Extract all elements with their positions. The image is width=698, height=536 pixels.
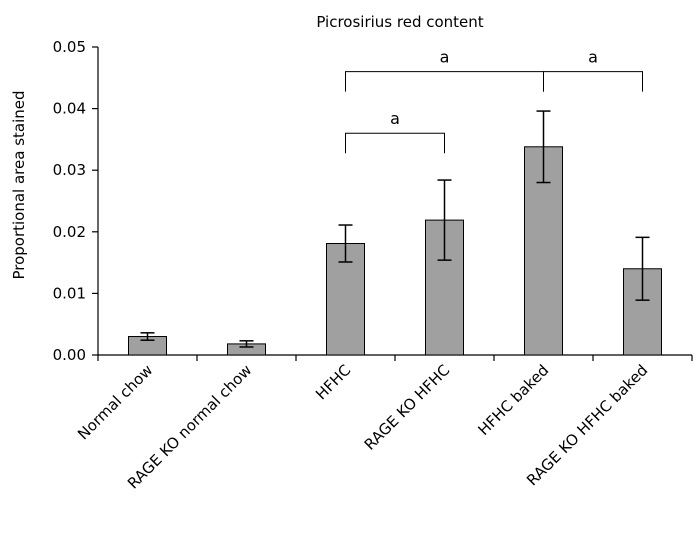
bracket-line: [345, 132, 445, 154]
category-label: HFHC baked: [475, 361, 553, 439]
significance-bracket: a: [345, 109, 445, 154]
error-bar: [437, 179, 452, 261]
error-bar: [338, 224, 353, 263]
category-label: Normal chow: [74, 361, 156, 443]
y-tick-label: 0.00: [53, 346, 86, 364]
error-bar: [239, 340, 254, 348]
category-label: RAGE KO HFHC: [361, 361, 454, 454]
y-tick-label: 0.01: [53, 284, 86, 302]
y-tick-label: 0.02: [53, 223, 86, 241]
error-bar: [635, 236, 650, 301]
y-axis: 0.00 0.01 0.02 0.03 0.04 0.05: [53, 38, 99, 364]
y-tick-label: 0.03: [53, 161, 86, 179]
significance-bracket: a: [345, 48, 544, 92]
y-axis-label: Proportional area stained: [10, 90, 28, 279]
y-tick-label: 0.04: [53, 100, 86, 118]
category-label: HFHC: [312, 361, 354, 403]
significance-bracket: a: [543, 48, 643, 92]
bars: [128, 146, 662, 356]
significance-label: a: [390, 109, 400, 128]
bracket-line: [345, 71, 544, 92]
y-tick-label: 0.05: [53, 38, 86, 56]
error-bar: [140, 332, 155, 341]
x-axis: [97, 354, 693, 361]
significance-brackets: a a a: [345, 48, 643, 154]
significance-label: a: [588, 48, 598, 67]
significance-label: a: [440, 48, 450, 67]
error-bar: [536, 110, 551, 184]
bracket-line: [543, 71, 643, 92]
chart-title: Picrosirius red content: [316, 13, 483, 31]
error-bars: [140, 110, 650, 348]
